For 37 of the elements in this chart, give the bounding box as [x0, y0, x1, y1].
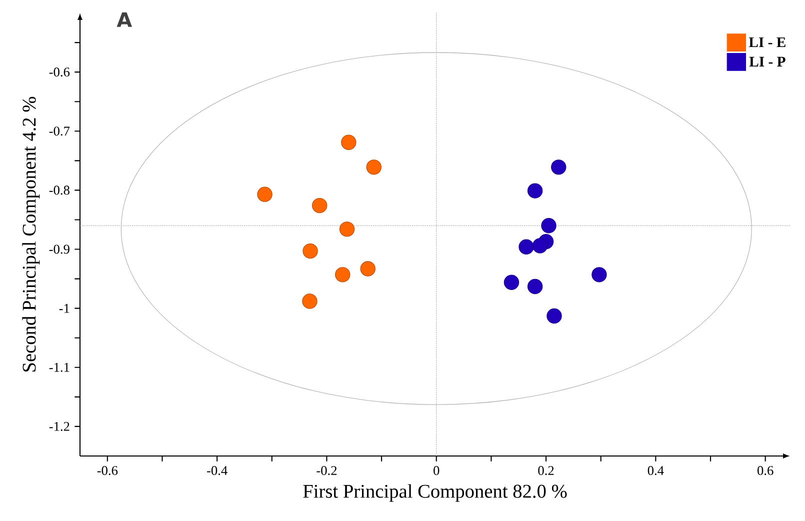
- x-tick-label: 0: [434, 466, 440, 476]
- annotation: A: [116, 12, 132, 27]
- point: [518, 239, 534, 255]
- point: [335, 267, 350, 282]
- x-tick-label: -0.4: [207, 466, 228, 476]
- point: [302, 243, 318, 259]
- point: [504, 274, 520, 290]
- y-tick-label: -1.1: [49, 362, 70, 372]
- point: [546, 308, 562, 324]
- legend-label: LI - P: [749, 56, 786, 66]
- y-tick-label: -0.6: [49, 68, 70, 77]
- point: [592, 267, 607, 282]
- legend-label: LI - E: [748, 37, 786, 48]
- x-tick-label: 0.2: [538, 466, 554, 476]
- point: [339, 222, 355, 237]
- point: [532, 238, 548, 254]
- y-tick-label: -1: [59, 304, 70, 313]
- y-tick-label: -0.8: [49, 186, 70, 195]
- y-tick-label: -0.9: [49, 244, 70, 254]
- x-tick-label: 0.6: [758, 466, 774, 476]
- x-tick-label: 0.4: [648, 466, 664, 476]
- x-tick-label: -0.2: [316, 466, 337, 476]
- point: [257, 186, 272, 202]
- y-tick-label: -0.7: [49, 126, 70, 136]
- y-tick-label: -1.2: [49, 422, 70, 431]
- point: [527, 183, 543, 198]
- point: [527, 278, 543, 294]
- x-axis-title: First Principal Component 82.0 %: [303, 484, 567, 502]
- y-axis-title: Second Principal Component 4.2 %: [22, 96, 40, 372]
- x-tick-label: -0.6: [97, 466, 118, 476]
- point: [360, 261, 376, 276]
- point: [366, 160, 382, 175]
- point: [551, 160, 566, 175]
- point: [541, 218, 556, 234]
- point: [302, 294, 318, 309]
- point: [341, 134, 356, 150]
- point: [312, 198, 328, 214]
